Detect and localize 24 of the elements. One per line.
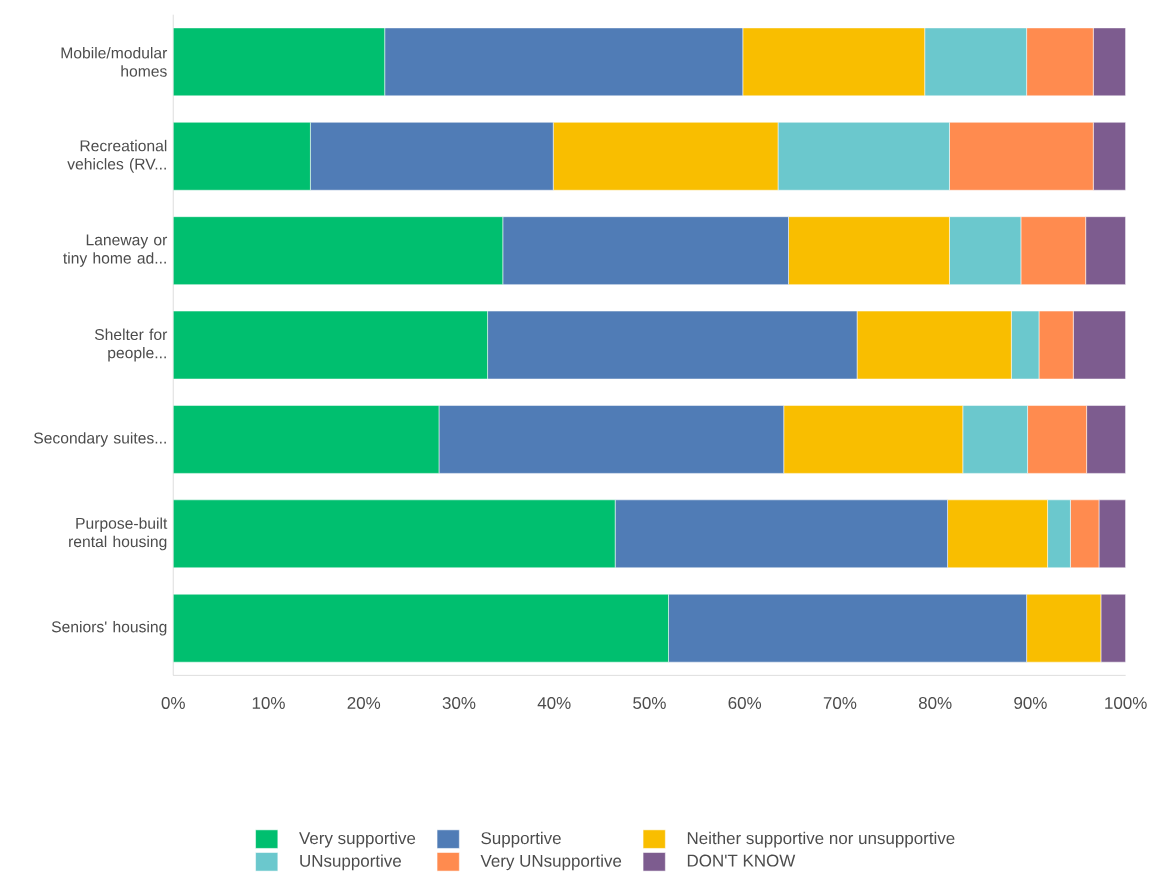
y-tick-label: Recreational vehicles (RV... (67, 139, 167, 173)
y-tick-label: Laneway or tiny home ad... (63, 234, 168, 267)
legend-label: Very supportive (299, 831, 416, 848)
x-tick-label: 90% (1014, 697, 1047, 710)
y-tick-label: Secondary suites... (34, 432, 166, 447)
x-tick-label: 50% (633, 697, 666, 710)
x-tick-label: 60% (728, 697, 762, 710)
x-tick-label: 20% (347, 697, 381, 710)
x-tick-label: 80% (918, 697, 952, 710)
x-tick-label: 40% (537, 697, 571, 710)
x-tick-label: 10% (252, 697, 285, 710)
x-tick-label: 100% (1105, 697, 1147, 710)
y-tick-label: Seniors' housing (51, 621, 167, 636)
legend-label: DON'T KNOW (687, 854, 796, 867)
x-tick-label: 70% (823, 697, 857, 710)
y-tick-label: Mobile/modular homes (61, 47, 168, 77)
legend-label: Neither supportive nor unsupportive (687, 831, 955, 848)
x-tick-label: 30% (442, 697, 476, 710)
legend-label: Very UNsupportive (480, 854, 622, 871)
y-tick-label: Purpose-built rental housing (69, 517, 168, 551)
legend-label: UNsupportive (300, 854, 401, 871)
y-tick-label: Shelter for people... (94, 328, 168, 362)
legend-label: Supportive (481, 831, 561, 848)
x-tick-label: 0% (161, 697, 185, 710)
